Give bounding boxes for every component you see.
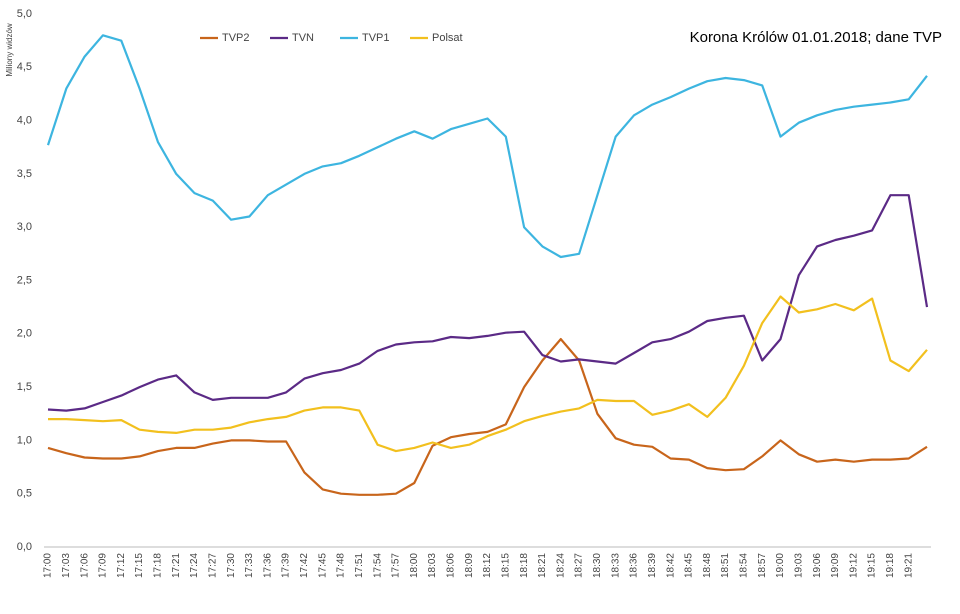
x-tick-label: 17:09	[98, 553, 109, 578]
x-tick-label: 17:06	[79, 553, 90, 578]
x-tick-label: 18:09	[464, 553, 475, 578]
x-tick-label: 17:45	[317, 553, 328, 578]
y-tick-label: 0,5	[17, 488, 32, 500]
series-line	[46, 34, 928, 259]
y-tick-label: 4,0	[17, 115, 32, 127]
x-tick-label: 18:57	[757, 553, 768, 578]
x-tick-label: 17:36	[262, 553, 273, 578]
x-tick-label: 18:54	[739, 553, 750, 578]
x-tick-label: 18:18	[519, 553, 530, 578]
x-tick-label: 19:15	[867, 553, 878, 578]
x-tick-label: 17:15	[134, 553, 145, 578]
x-tick-label: 18:48	[702, 553, 713, 578]
x-tick-label: 18:51	[720, 553, 731, 578]
x-tick-label: 17:27	[207, 553, 218, 578]
y-tick-label: 0,0	[17, 541, 32, 553]
y-tick-label: 1,5	[17, 381, 32, 393]
x-tick-label: 17:51	[354, 553, 365, 578]
series-line	[48, 295, 928, 453]
x-tick-label: 17:33	[244, 553, 255, 578]
x-tick-label: 18:30	[592, 553, 603, 578]
x-tick-label: 18:24	[555, 553, 566, 578]
y-tick-label: 4,5	[17, 61, 32, 73]
x-tick-label: 18:21	[537, 553, 548, 578]
x-tick-label: 17:18	[153, 553, 164, 578]
x-tick-label: 19:03	[793, 553, 804, 578]
x-tick-label: 17:00	[43, 553, 54, 578]
x-tick-label: 19:00	[775, 553, 786, 578]
series-line	[47, 194, 929, 412]
x-tick-label: 17:30	[226, 553, 237, 578]
x-tick-label: 19:09	[830, 553, 841, 578]
x-tick-label: 17:54	[372, 553, 383, 578]
x-tick-label: 17:57	[391, 553, 402, 578]
x-tick-label: 19:18	[885, 553, 896, 578]
x-tick-label: 17:48	[336, 553, 347, 578]
y-tick-label: 3,0	[17, 221, 32, 233]
y-tick-label: 2,5	[17, 274, 32, 286]
legend-label: TVN	[292, 32, 314, 44]
y-tick-label: 2,0	[17, 328, 32, 340]
x-tick-label: 17:42	[299, 553, 310, 578]
legend-label: TVP1	[362, 32, 390, 44]
x-tick-label: 18:06	[446, 553, 457, 578]
x-tick-label: 18:15	[500, 553, 511, 578]
x-tick-label: 17:24	[189, 553, 200, 578]
legend-label: TVP2	[222, 32, 250, 44]
legend: TVP2 TVN TVP1 Polsat	[200, 32, 463, 44]
legend-label: Polsat	[432, 32, 463, 44]
x-tick-label: 17:12	[116, 553, 127, 578]
series-line	[47, 338, 928, 496]
x-tick-label: 18:03	[427, 553, 438, 578]
x-tick-label: 17:21	[171, 553, 182, 578]
x-tick-label: 19:21	[903, 553, 914, 578]
x-tick-label: 18:36	[629, 553, 640, 578]
x-tick-label: 17:03	[61, 553, 72, 578]
y-tick-label: 5,0	[17, 8, 32, 20]
y-axis-label: Miliony widzów	[5, 23, 14, 77]
x-tick-label: 18:42	[665, 553, 676, 578]
y-tick-label: 1,0	[17, 434, 32, 446]
x-tick-label: 17:39	[281, 553, 292, 578]
x-tick-label: 18:12	[482, 553, 493, 578]
chart-title: Korona Królów 01.01.2018; dane TVP	[690, 29, 942, 46]
x-tick-label: 19:12	[848, 553, 859, 578]
x-tick-label: 18:45	[684, 553, 695, 578]
x-tick-label: 18:33	[610, 553, 621, 578]
x-tick-label: 18:00	[409, 553, 420, 578]
x-tick-label: 18:39	[647, 553, 658, 578]
y-tick-label: 3,5	[17, 168, 32, 180]
x-tick-label: 18:27	[574, 553, 585, 578]
x-tick-label: 19:06	[812, 553, 823, 578]
